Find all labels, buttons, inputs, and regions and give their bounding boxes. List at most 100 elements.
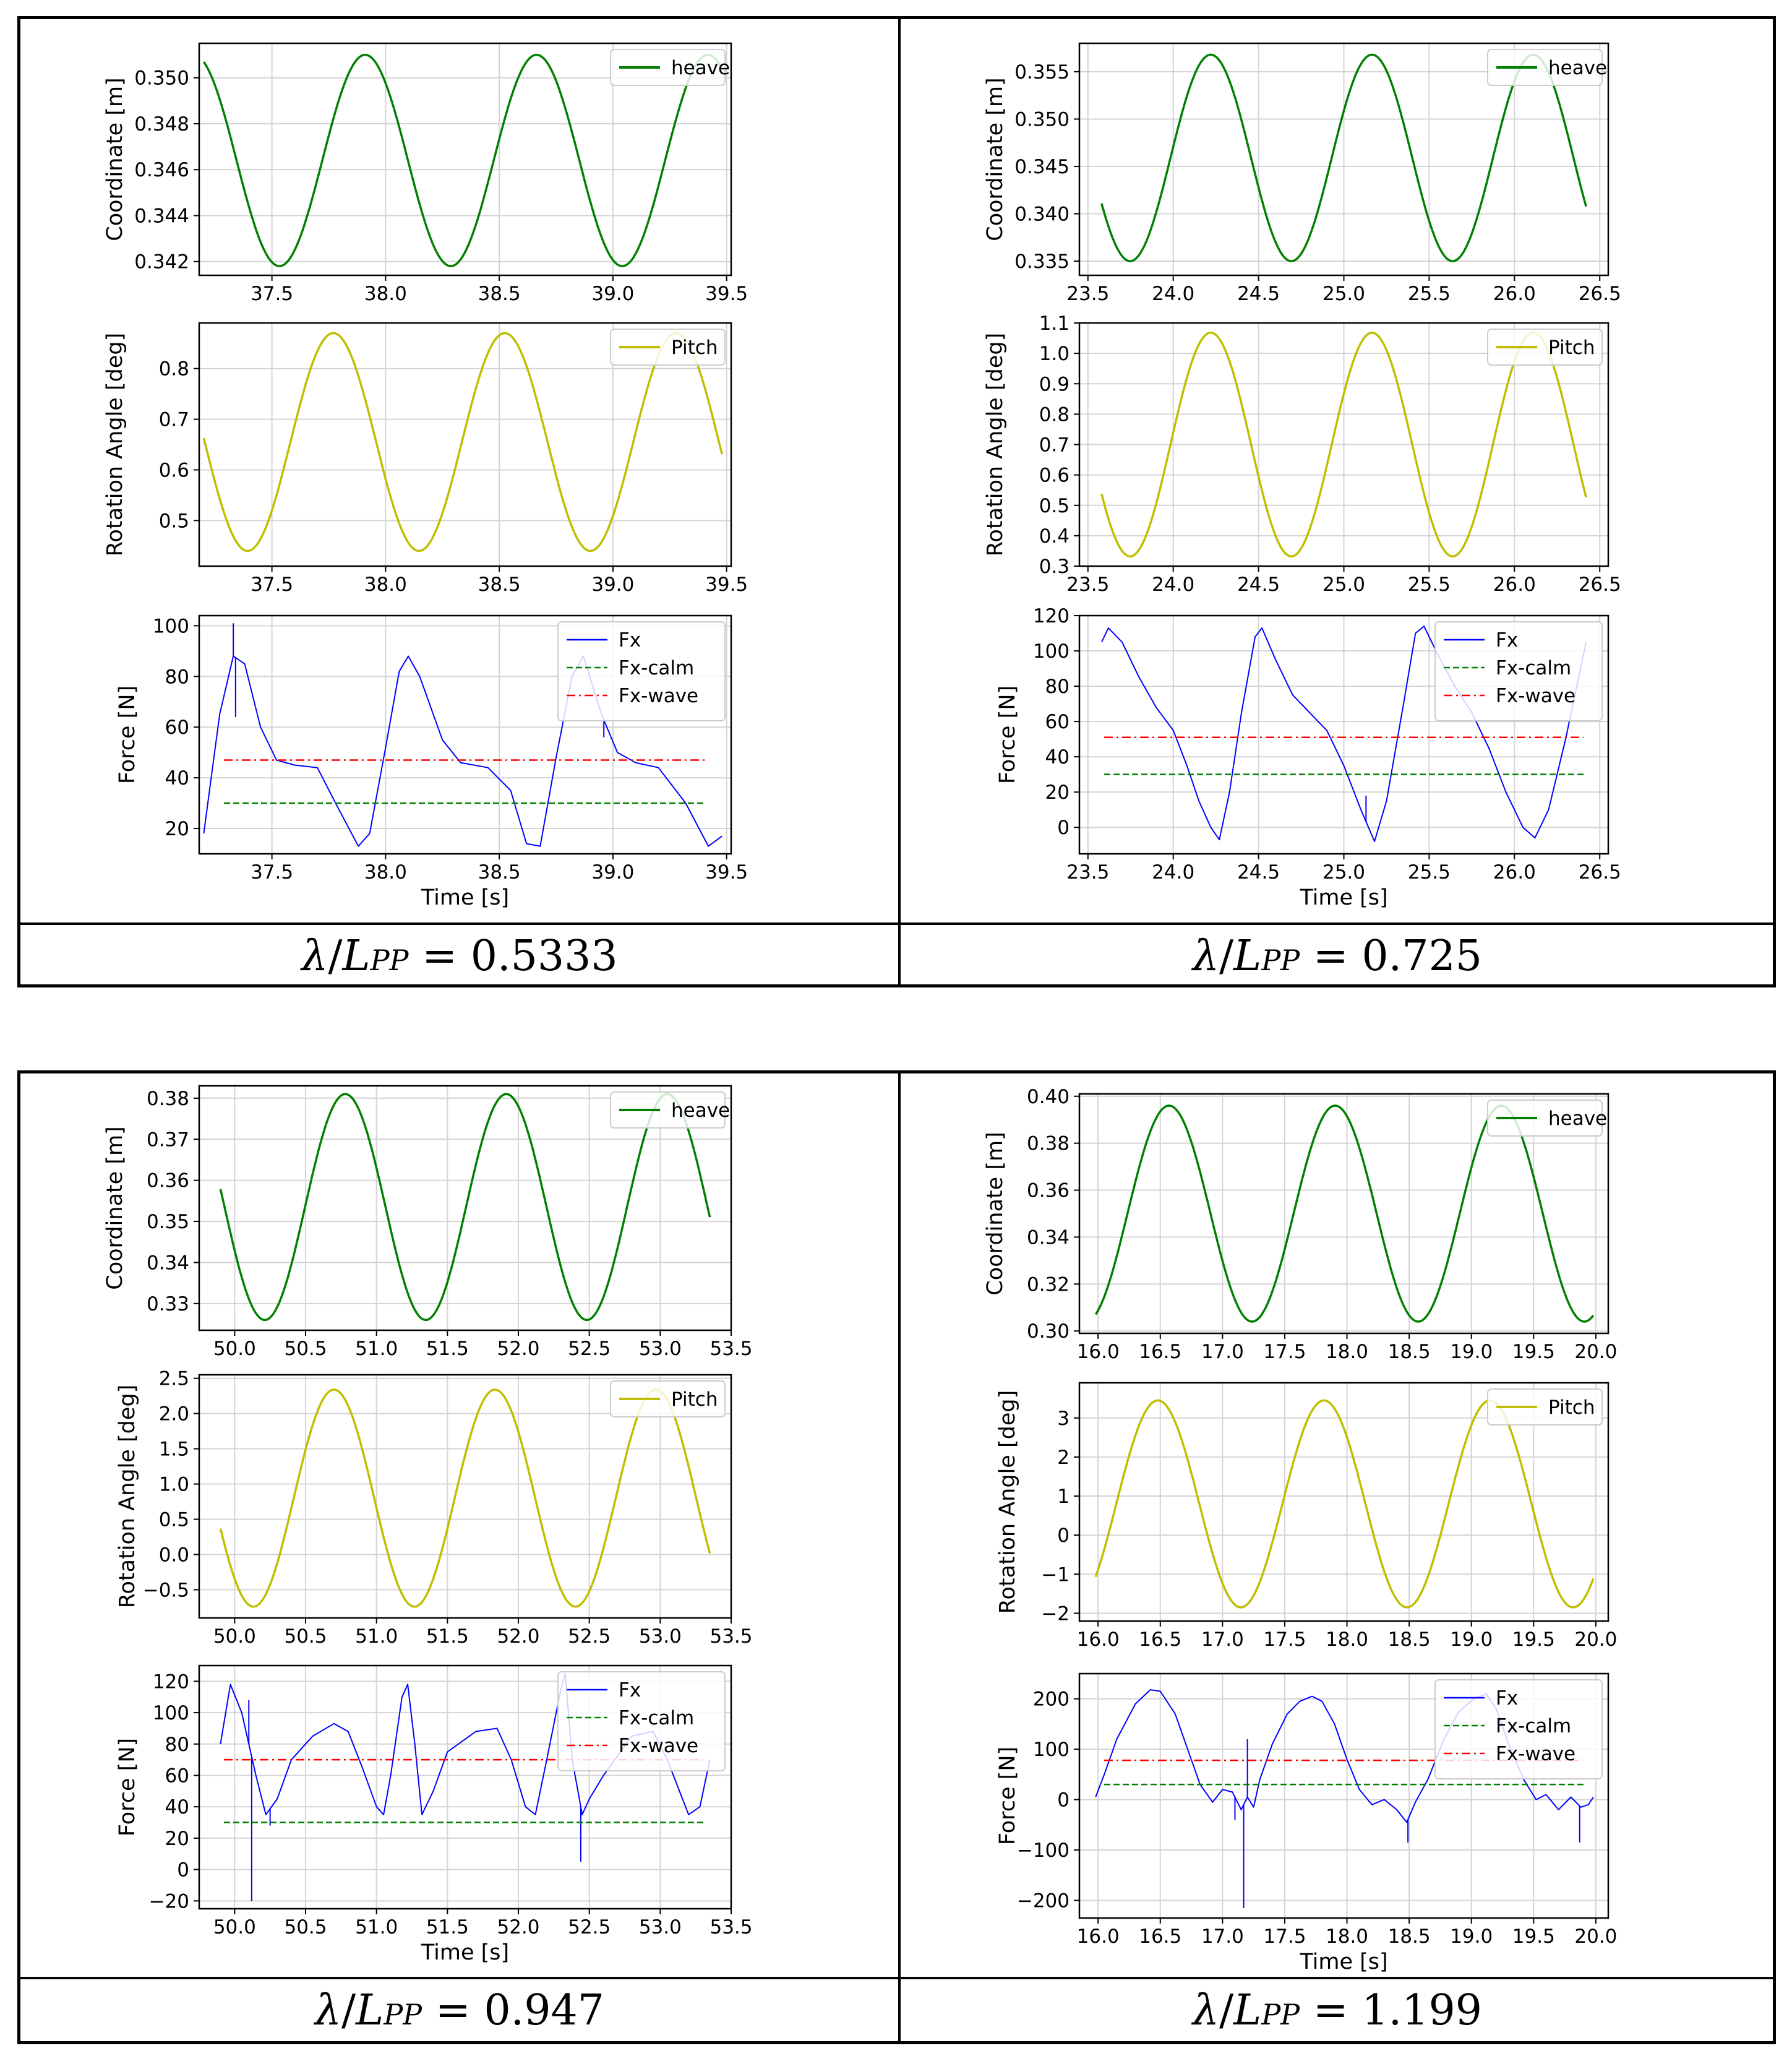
subplot-force-1.199: 16.0 16.5 17.0 17.5 18.0 18.5 19.0 19.5 20.0 −200…	[995, 1672, 1617, 1974]
y-tick-label: 80	[165, 666, 189, 688]
legend-box	[557, 621, 726, 721]
y-tick-label: 0.5	[159, 1509, 189, 1531]
x-tick-label: 53.0	[639, 1916, 682, 1938]
x-tick-label: 25.0	[1323, 283, 1365, 305]
x-tick-label: 52.5	[568, 1338, 611, 1360]
y-tick-label: 0.7	[159, 409, 189, 431]
series-group	[1100, 331, 1587, 558]
y-tick-label: 0.3	[1039, 556, 1070, 578]
y-tick-label: 0.34	[147, 1252, 189, 1274]
legend: Fx Fx-calm Fx-wave	[557, 1671, 726, 1771]
legend-label: Fx-wave	[1496, 1743, 1576, 1765]
legend-label: Fx-wave	[1496, 685, 1576, 707]
subplot-pitch-0.947: 50.0 50.5 51.0 51.5 52.0 52.5 53.0 53.5 −0.5 0.0 0…	[115, 1368, 753, 1648]
legend: Fx Fx-calm Fx-wave	[557, 621, 726, 721]
x-axis-label: Time [s]	[1299, 1950, 1387, 1974]
x-tick-label: 51.5	[426, 1338, 469, 1360]
y-tick-label: 0.38	[1027, 1133, 1070, 1155]
legend: Fx Fx-calm Fx-wave	[1434, 1679, 1603, 1779]
x-tick-label: 38.0	[364, 574, 407, 596]
y-tick-label: 40	[1045, 746, 1070, 768]
x-tick-label: 23.5	[1066, 574, 1109, 596]
series-line-fx	[1100, 626, 1587, 842]
y-tick-label: 0.8	[159, 358, 189, 381]
y-tick-label: 0.0	[159, 1544, 189, 1566]
y-tick-label: 0.38	[147, 1088, 189, 1110]
legend-box	[610, 329, 726, 366]
y-tick-label: 0	[1057, 1789, 1070, 1812]
y-tick-label: 0.350	[1014, 108, 1070, 131]
y-tick-label: −100	[1017, 1839, 1070, 1862]
y-tick-label: 0.355	[1014, 61, 1070, 84]
x-tick-label: 53.5	[710, 1916, 752, 1938]
y-tick-label: 40	[165, 767, 189, 789]
caption-case-3: λ/LPP = 0.947	[315, 1986, 604, 2035]
x-tick-label: 20.0	[1574, 1628, 1617, 1651]
x-tick-label: 53.0	[639, 1338, 682, 1360]
y-tick-label: 0.35	[147, 1211, 189, 1233]
x-tick-label: 26.5	[1579, 283, 1621, 305]
legend: Pitch	[1487, 1388, 1603, 1426]
x-axis-label: Time [s]	[421, 1940, 509, 1965]
x-axis-label: Time [s]	[421, 885, 509, 910]
x-tick-label: 51.0	[355, 1338, 398, 1360]
series-line-heave	[1100, 53, 1587, 262]
y-tick-label: 0.36	[147, 1170, 189, 1192]
figure-table-top	[17, 16, 1776, 987]
series-group	[202, 53, 723, 267]
y-axis-label: Coordinate [m]	[983, 1132, 1008, 1295]
series-line-heave	[1094, 1104, 1595, 1323]
x-tick-label: 37.5	[251, 283, 293, 305]
y-tick-label: 100	[153, 1702, 189, 1724]
x-tick-label: 37.5	[251, 574, 293, 596]
subplot-heave-0.947: 50.0 50.5 51.0 51.5 52.0 52.5 53.0 53.5 0.33 0.34…	[103, 1085, 753, 1360]
subplot-heave-0.5333: 37.5 38.0 38.5 39.0 39.5 0.342 0.344 0.346 0.348…	[103, 42, 748, 305]
y-axis-label: Force [N]	[115, 1738, 140, 1836]
legend-label: Pitch	[671, 1388, 718, 1411]
x-tick-label: 24.0	[1152, 574, 1194, 596]
y-axis-label: Rotation Angle [deg]	[983, 333, 1008, 557]
y-tick-label: 1.0	[1039, 343, 1070, 365]
x-tick-label: 20.0	[1574, 1341, 1617, 1363]
y-tick-label: 0.348	[134, 113, 189, 135]
legend: heave	[610, 49, 730, 86]
x-tick-label: 19.0	[1450, 1341, 1493, 1363]
x-tick-label: 53.5	[710, 1625, 752, 1648]
series-line-heave	[219, 1093, 711, 1322]
y-tick-label: 1.1	[1039, 312, 1070, 335]
y-axis-label: Force [N]	[995, 686, 1020, 784]
x-tick-label: 39.5	[705, 574, 748, 596]
x-tick-label: 52.0	[497, 1338, 539, 1360]
y-tick-label: 0	[1057, 817, 1070, 839]
y-tick-label: 0	[177, 1859, 189, 1882]
series-group	[219, 1093, 711, 1322]
y-tick-label: 0.4	[1039, 525, 1070, 548]
x-tick-label: 50.5	[284, 1625, 327, 1648]
y-tick-label: 60	[165, 1765, 189, 1787]
subplot-pitch-0.5333: 37.5 38.0 38.5 39.0 39.5 0.5 0.6 0.7 0.8 Rotation…	[103, 322, 748, 596]
y-tick-label: 40	[165, 1796, 189, 1818]
legend-box	[1487, 1099, 1603, 1137]
y-tick-label: −2	[1041, 1602, 1070, 1625]
series-line-pitch	[202, 332, 723, 553]
axes-frame	[1078, 322, 1610, 567]
x-tick-label: 52.5	[568, 1916, 611, 1938]
x-tick-label: 17.5	[1263, 1628, 1306, 1651]
x-tick-label: 39.0	[591, 283, 634, 305]
legend: Pitch	[610, 329, 726, 366]
legend-label: Pitch	[671, 337, 718, 359]
series-group	[1094, 1399, 1595, 1609]
legend-box	[1434, 621, 1603, 721]
series-group	[1100, 53, 1587, 262]
x-tick-label: 16.5	[1139, 1628, 1181, 1651]
legend-box	[610, 1091, 726, 1129]
table-divider-vertical	[898, 19, 901, 984]
x-tick-label: 23.5	[1066, 283, 1109, 305]
table-divider-horizontal	[20, 923, 1773, 925]
x-tick-label: 38.5	[478, 283, 521, 305]
y-tick-label: 0.8	[1039, 403, 1070, 426]
axes-frame	[198, 322, 732, 567]
x-tick-label: 51.5	[426, 1916, 469, 1938]
legend-box	[1487, 1388, 1603, 1426]
